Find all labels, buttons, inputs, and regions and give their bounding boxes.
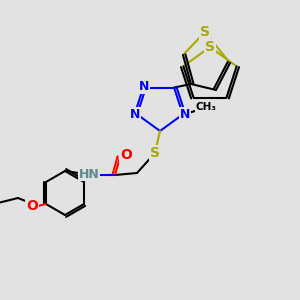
Text: N: N (139, 80, 149, 93)
Text: S: S (200, 25, 210, 39)
Text: O: O (26, 199, 38, 213)
Text: S: S (205, 40, 215, 54)
Text: S: S (150, 146, 160, 160)
Text: HN: HN (79, 167, 99, 181)
Text: N: N (180, 108, 190, 121)
Text: N: N (130, 108, 140, 121)
Text: O: O (120, 148, 132, 162)
Text: CH₃: CH₃ (195, 102, 216, 112)
